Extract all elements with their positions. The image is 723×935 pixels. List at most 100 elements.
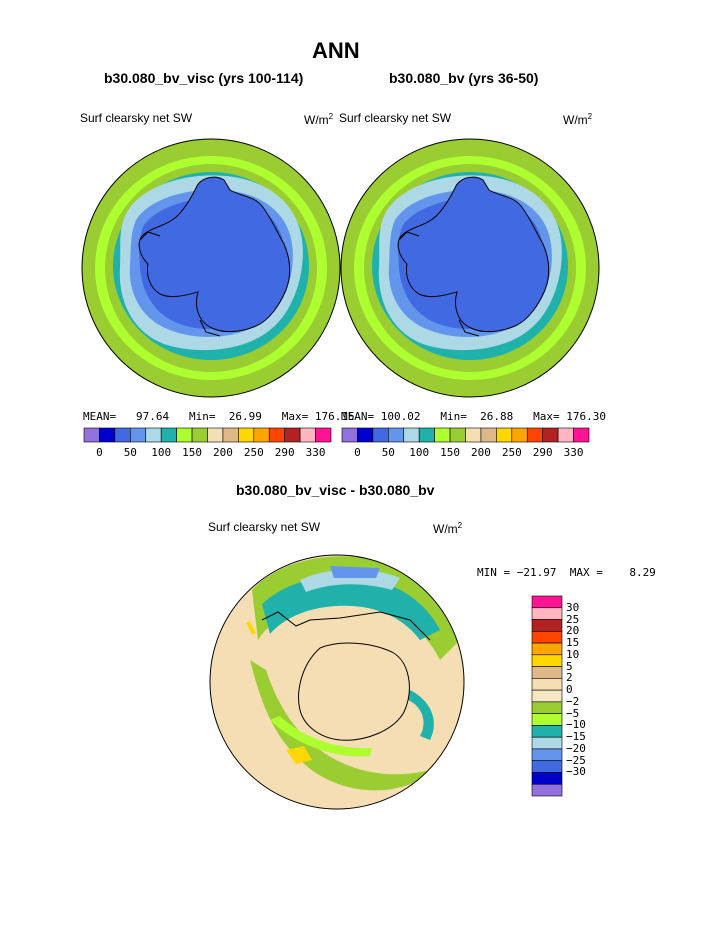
diff-colorbar-tick-label: −20: [566, 741, 586, 755]
right-colorbar: [341, 427, 590, 443]
diff-colorbar-swatch: [531, 678, 563, 691]
diff-colorbar-swatch: [531, 783, 563, 797]
diff-panel-variable: Surf clearsky net SW: [208, 520, 321, 534]
colorbar-swatch: [191, 427, 208, 443]
colorbar-swatch: [222, 427, 239, 443]
colorbar-tick-label: 250: [243, 446, 264, 459]
colorbar-tick-label: 0: [96, 446, 103, 459]
colorbar-swatch: [207, 427, 224, 443]
left-colorbar: [83, 427, 332, 443]
colorbar-swatch: [511, 427, 528, 443]
diff-colorbar-ticks: 30 25 20 15 10 5 2 0 −2 −5 −10 −15 −20 −25 −30: [566, 596, 606, 796]
colorbar-swatch: [372, 427, 389, 443]
colorbar-swatch: [465, 427, 482, 443]
left-stats: MEAN= 97.64 Min= 26.99 Max= 176.15: [83, 410, 355, 423]
colorbar-swatch: [434, 427, 451, 443]
colorbar-swatch: [388, 427, 405, 443]
colorbar-swatch: [99, 427, 116, 443]
diff-panel-units: W/m2: [433, 521, 463, 536]
diff-colorbar-tick-label: −15: [566, 730, 586, 744]
colorbar-swatch: [557, 427, 574, 443]
colorbar-tick-label: 150: [182, 446, 202, 459]
diff-colorbar-swatch: [531, 713, 563, 726]
colorbar-swatch: [268, 427, 285, 443]
diff-colorbar-swatch: [531, 689, 563, 703]
left-panel-subtitle: b30.080_bv_visc (yrs 100-114): [104, 70, 304, 86]
diff-colorbar-tick-label: −2: [566, 694, 580, 708]
colorbar-swatch: [176, 427, 193, 443]
right-map-fill: [341, 139, 599, 397]
colorbar-tick-label: 200: [471, 446, 491, 459]
colorbar-tick-label: 100: [151, 446, 172, 459]
colorbar-tick-label: 100: [409, 446, 430, 459]
diff-colorbar-tick-label: 5: [566, 659, 573, 673]
diff-map-fill: [210, 555, 464, 809]
colorbar-tick-label: 330: [305, 446, 326, 459]
colorbar-swatch: [299, 427, 316, 443]
colorbar-swatch: [480, 427, 497, 443]
colorbar-swatch: [114, 427, 131, 443]
diff-colorbar-tick-label: 15: [566, 636, 580, 650]
right-panel-variable: Surf clearsky net SW: [339, 111, 452, 125]
diff-colorbar-tick-label: −10: [566, 718, 586, 732]
colorbar-swatch: [160, 427, 177, 443]
colorbar-tick-label: 50: [381, 446, 395, 459]
colorbar-swatch: [496, 427, 513, 443]
right-panel-units: W/m2: [563, 112, 593, 127]
diff-colorbar-tick-label: 0: [566, 683, 573, 697]
diff-colorbar-swatch: [531, 772, 563, 785]
diff-colorbar-tick-label: −5: [566, 706, 580, 720]
diff-colorbar-swatch: [531, 760, 563, 773]
colorbar-swatch: [403, 427, 420, 443]
colorbar-swatch: [130, 427, 147, 443]
colorbar-tick-label: 290: [274, 446, 295, 459]
right-stats: MEAN= 100.02 Min= 26.88 Max= 176.30: [341, 410, 606, 423]
left-map-fill: [82, 139, 340, 397]
colorbar-swatch: [418, 427, 435, 443]
diff-colorbar: [531, 595, 563, 797]
left-colorbar-ticks: 0 50 100 150 200 250 290 330: [84, 446, 331, 460]
diff-colorbar-tick-label: −30: [566, 765, 586, 779]
diff-stats: MIN = −21.97 MAX = 8.29: [477, 566, 656, 579]
diff-colorbar-swatch: [531, 642, 563, 656]
right-panel-subtitle: b30.080_bv (yrs 36-50): [389, 70, 539, 86]
left-panel-units: W/m2: [304, 112, 334, 127]
colorbar-tick-label: 330: [563, 446, 584, 459]
diff-colorbar-swatch: [531, 736, 563, 750]
colorbar-swatch: [284, 427, 301, 443]
diff-colorbar-swatch: [531, 619, 563, 632]
colorbar-swatch: [573, 427, 590, 443]
diff-colorbar-tick-label: 25: [566, 612, 580, 626]
left-panel-variable: Surf clearsky net SW: [80, 111, 193, 125]
colorbar-swatch: [145, 427, 162, 443]
colorbar-tick-label: 50: [123, 446, 137, 459]
colorbar-swatch: [341, 427, 358, 443]
diff-colorbar-tick-label: 20: [566, 624, 580, 638]
diff-colorbar-swatch: [531, 595, 563, 609]
diff-panel-subtitle: b30.080_bv_visc - b30.080_bv: [236, 482, 435, 498]
colorbar-swatch: [253, 427, 270, 443]
diff-colorbar-swatch: [531, 654, 563, 667]
page-title: ANN: [312, 38, 360, 63]
diff-colorbar-swatch: [531, 725, 563, 738]
colorbar-swatch: [83, 427, 100, 443]
diff-colorbar-swatch: [531, 666, 563, 679]
colorbar-swatch: [315, 427, 332, 443]
diff-colorbar-tick-label: 30: [566, 600, 580, 614]
colorbar-swatch: [238, 427, 255, 443]
diff-colorbar-tick-label: 10: [566, 647, 580, 661]
colorbar-swatch: [357, 427, 374, 443]
colorbar-tick-label: 150: [440, 446, 460, 459]
diff-colorbar-swatch: [531, 748, 563, 762]
diff-colorbar-swatch: [531, 607, 563, 620]
colorbar-tick-label: 0: [354, 446, 361, 459]
colorbar-tick-label: 290: [532, 446, 553, 459]
colorbar-tick-label: 200: [213, 446, 233, 459]
colorbar-swatch: [542, 427, 559, 443]
diff-colorbar-swatch: [531, 630, 563, 644]
colorbar-swatch: [449, 427, 466, 443]
diff-colorbar-tick-label: −25: [566, 753, 586, 767]
diff-colorbar-swatch: [531, 701, 563, 714]
colorbar-swatch: [526, 427, 543, 443]
